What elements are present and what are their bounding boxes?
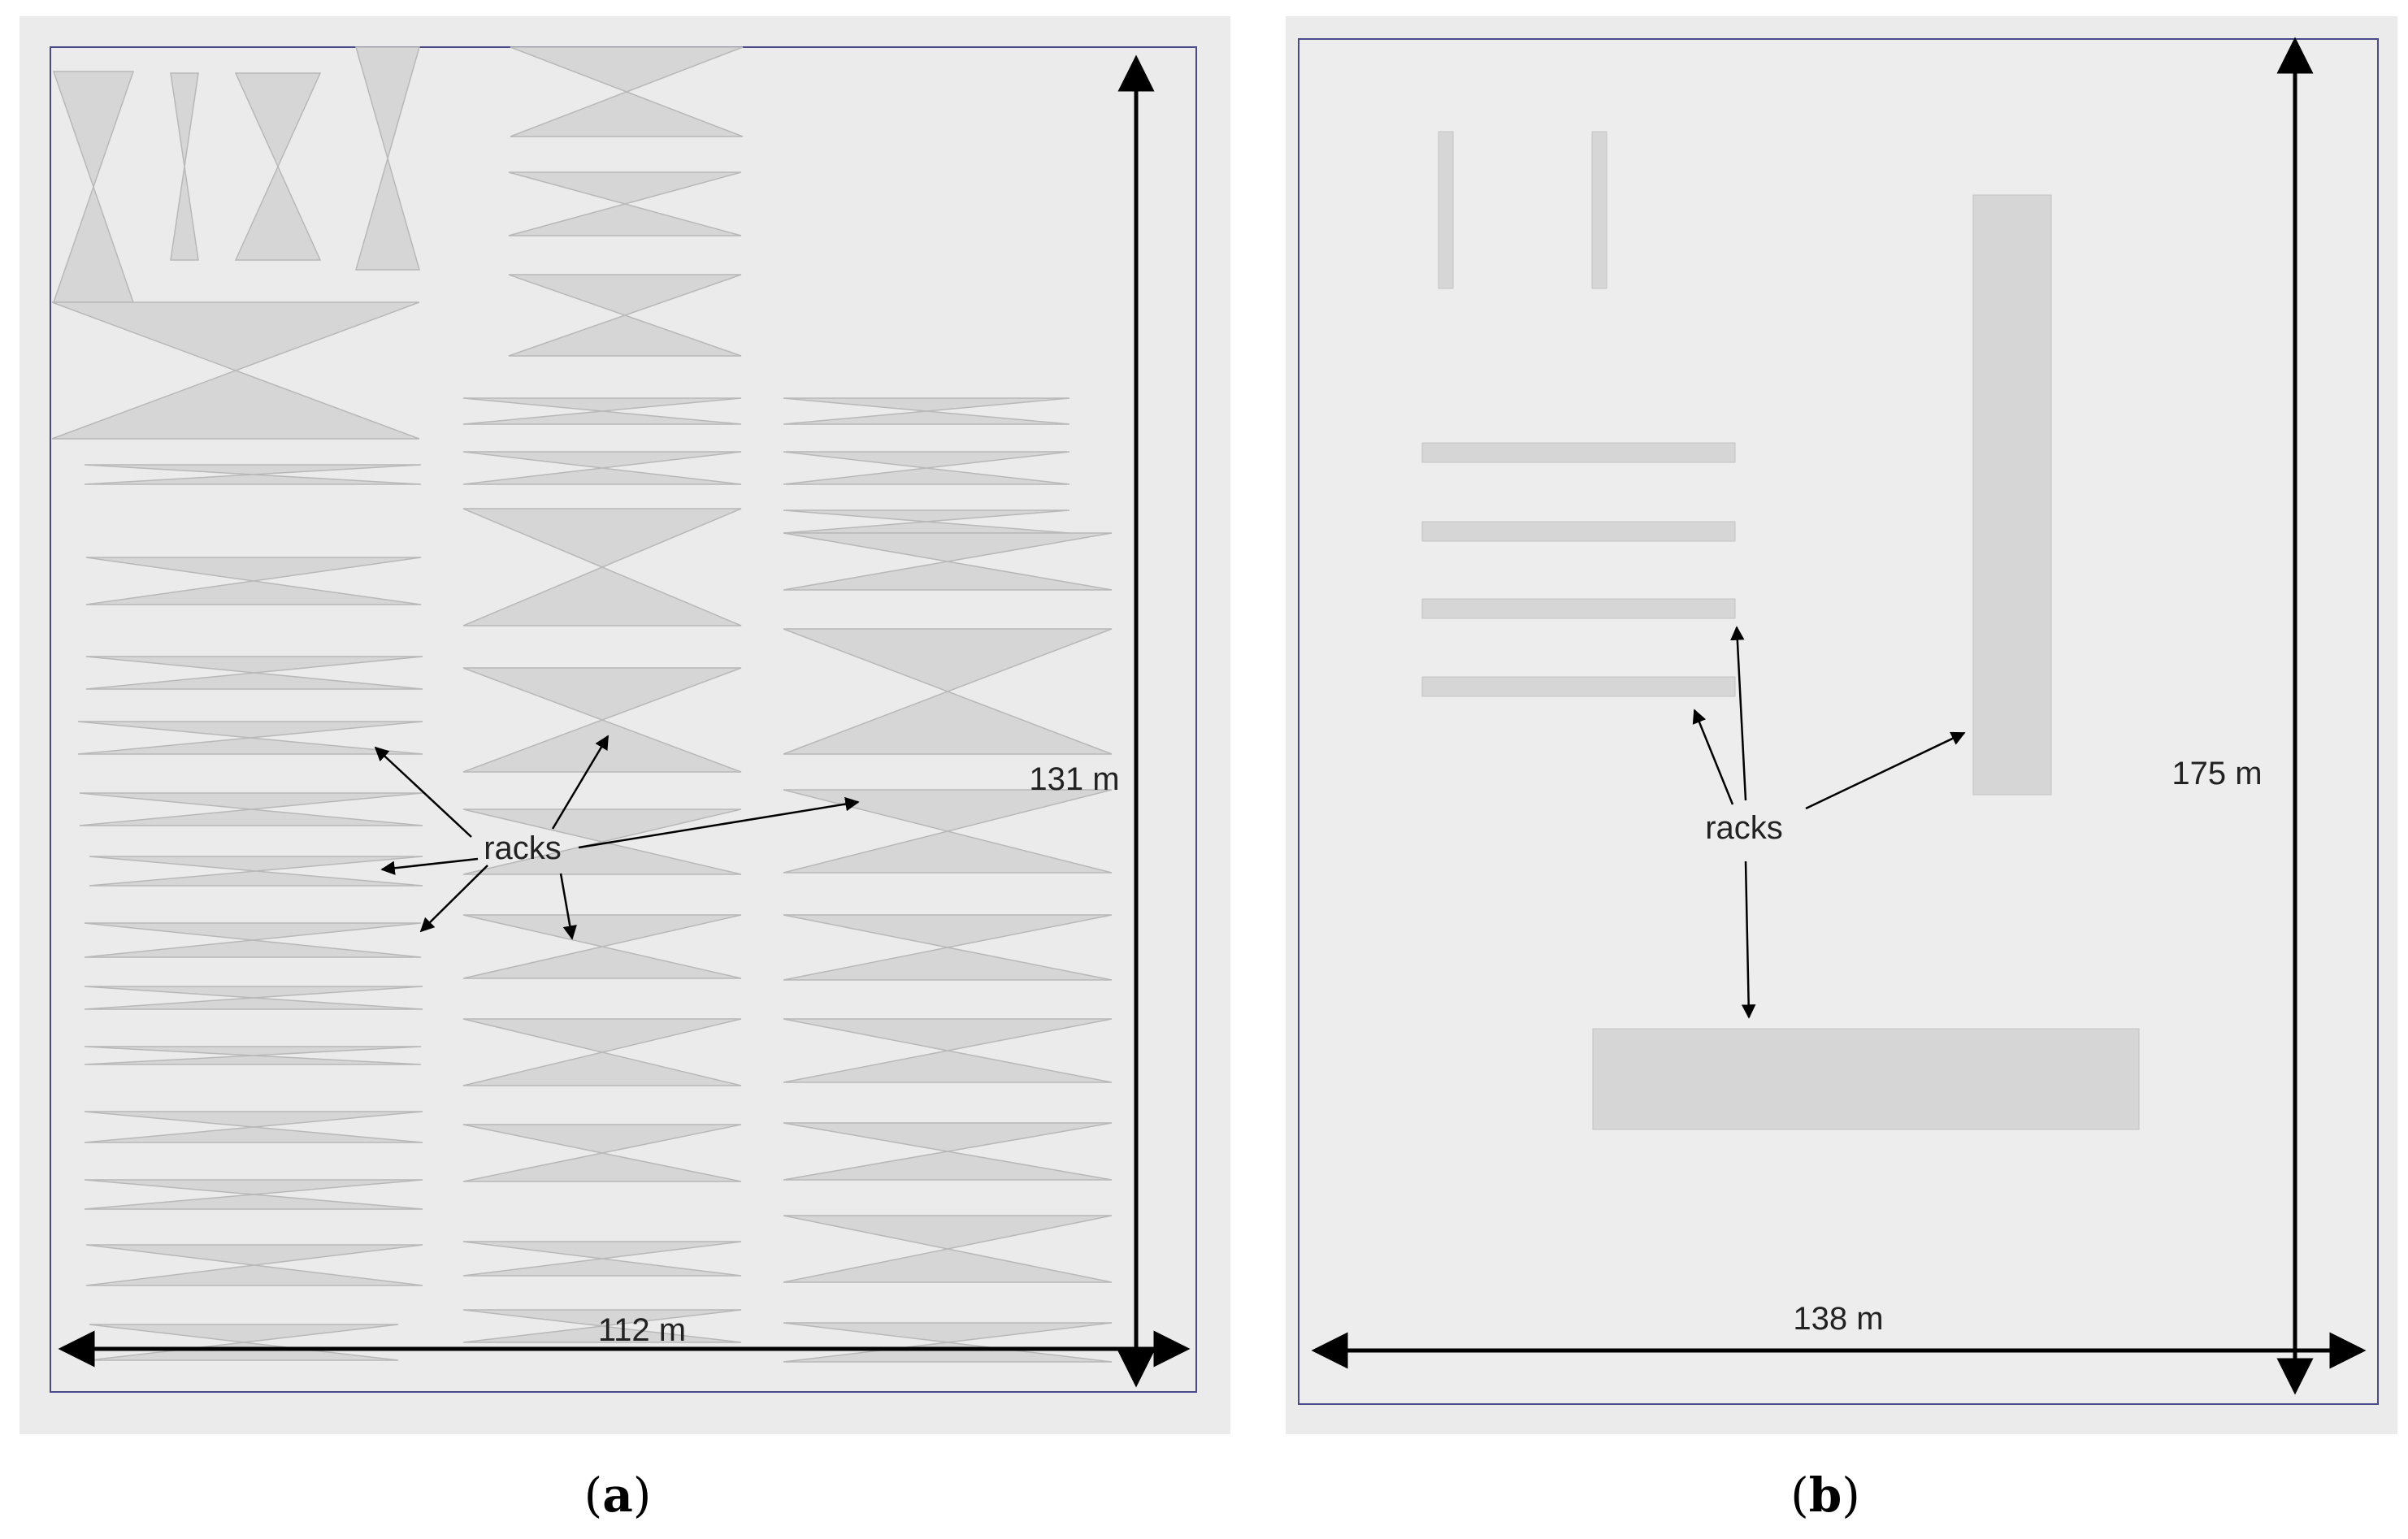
rack xyxy=(462,508,742,626)
rack xyxy=(783,1018,1113,1083)
rack xyxy=(783,789,1113,874)
rack xyxy=(77,721,423,755)
rack xyxy=(508,171,742,236)
rack xyxy=(783,451,1070,485)
caption-b: (b) xyxy=(1790,1467,1860,1523)
pointer-arrow xyxy=(578,796,860,849)
rack xyxy=(84,1046,422,1065)
rack xyxy=(1972,194,2052,796)
rack xyxy=(462,451,742,485)
rack xyxy=(783,1122,1113,1181)
pointer-arrow xyxy=(1805,731,1966,810)
width-label-a: 112 m xyxy=(598,1312,686,1348)
rack xyxy=(462,667,742,773)
rack xyxy=(1438,131,1454,289)
rack xyxy=(89,856,423,887)
racks-pointers-a xyxy=(374,735,860,940)
rack xyxy=(84,1111,423,1143)
pointer-arrow xyxy=(1741,861,1756,1019)
rack xyxy=(783,628,1113,755)
panel-b-diagram: 175 m 138 m racks xyxy=(1286,16,2397,1434)
rack xyxy=(1591,131,1608,289)
rack xyxy=(234,72,322,261)
width-label-b: 138 m xyxy=(1793,1301,1883,1337)
rack xyxy=(510,46,744,137)
rack xyxy=(355,46,420,271)
panel-a-diagram: 131 m 112 m racks xyxy=(20,16,1230,1434)
racks-group-a xyxy=(51,46,1113,1363)
racks-pointers-b xyxy=(1692,626,1966,1019)
pointer-arrow xyxy=(1692,709,1734,805)
rack xyxy=(1421,521,1736,542)
pointer-arrow xyxy=(380,857,479,875)
racks-group-b xyxy=(1421,131,2140,1130)
caption-a: (a) xyxy=(584,1467,652,1523)
panel-b: 175 m 138 m racks xyxy=(1286,0,2408,1467)
rack xyxy=(462,1124,742,1182)
racks-label-b: racks xyxy=(1705,810,1783,846)
rack xyxy=(783,1215,1113,1283)
rack xyxy=(462,914,742,979)
racks-label-a: racks xyxy=(484,830,562,866)
rack xyxy=(85,557,422,605)
rack xyxy=(783,397,1070,425)
rack xyxy=(85,1244,423,1286)
rack xyxy=(79,792,423,826)
caption-a-letter: a xyxy=(602,1467,633,1523)
rack xyxy=(84,464,422,485)
rack xyxy=(1421,676,1736,697)
pointer-arrow xyxy=(551,735,610,830)
rack xyxy=(1421,442,1736,463)
rack xyxy=(508,274,742,357)
warehouse-b-boundary xyxy=(1298,38,2379,1405)
rack xyxy=(783,532,1113,591)
rack xyxy=(51,301,420,440)
pointer-arrow xyxy=(559,873,577,940)
rack xyxy=(462,1241,742,1277)
rack xyxy=(84,1179,423,1210)
height-label-a: 131 m xyxy=(1029,761,1119,797)
rack xyxy=(84,986,423,1010)
rack xyxy=(462,1018,742,1086)
rack xyxy=(1421,598,1736,619)
pointer-arrow xyxy=(1730,626,1747,801)
height-label-b: 175 m xyxy=(2172,756,2262,791)
pointer-arrow xyxy=(419,865,488,933)
rack xyxy=(462,809,742,875)
pointer-arrow xyxy=(374,746,472,838)
rack xyxy=(1592,1028,2140,1130)
panel-a: 131 m 112 m racks xyxy=(20,16,1230,1434)
rack xyxy=(783,914,1113,981)
rack xyxy=(462,397,742,425)
rack xyxy=(85,656,423,690)
rack xyxy=(170,72,199,261)
caption-b-letter: b xyxy=(1808,1467,1842,1523)
